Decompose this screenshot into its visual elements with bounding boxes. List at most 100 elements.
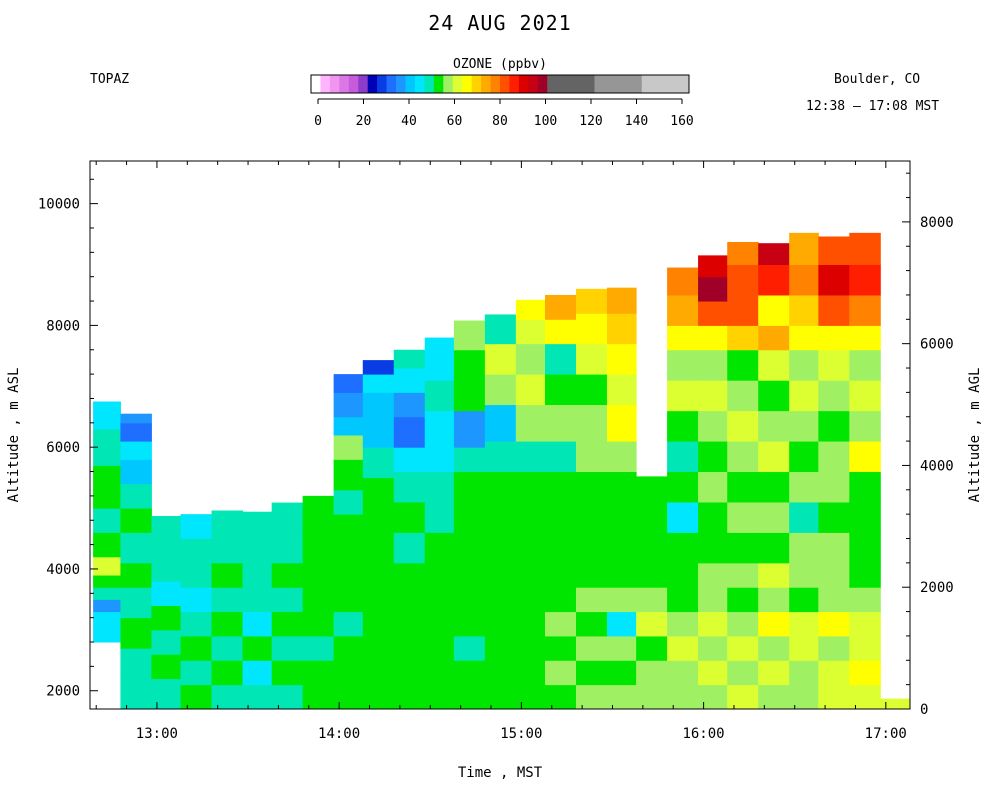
ozone-cell: [484, 684, 517, 710]
ozone-cell: [758, 562, 790, 588]
ozone-cell: [698, 532, 728, 564]
ozone-cell: [242, 562, 273, 588]
colorbar: [310, 74, 690, 94]
ozone-cell: [424, 501, 455, 533]
colorbar-bin: [339, 75, 350, 93]
colorbar-bin: [386, 75, 397, 93]
ozone-cell: [789, 501, 819, 533]
ozone-cell: [636, 501, 668, 533]
ozone-cell: [789, 410, 819, 442]
ozone-cell: [362, 508, 395, 540]
ozone-cell: [758, 660, 790, 686]
ozone-cell: [484, 532, 517, 564]
plot-frame: [89, 160, 911, 710]
x-tick-label: 17:00: [865, 726, 907, 742]
ozone-cell: [515, 611, 546, 637]
ozone-cell: [271, 635, 304, 661]
ozone-cell: [606, 562, 637, 588]
ozone-cell: [424, 410, 455, 442]
ozone-cell: [758, 380, 790, 412]
ozone-cell: [575, 501, 608, 533]
ozone-cell: [453, 320, 486, 351]
y-tick-label-right: 8000: [920, 215, 954, 231]
ozone-cell: [758, 471, 790, 503]
ozone-cell: [606, 471, 637, 503]
ozone-cell: [698, 660, 728, 686]
colorbar-bin: [329, 75, 340, 93]
ozone-cell: [151, 678, 182, 710]
y-axis-label-left: Altitude , m ASL: [6, 368, 22, 503]
ozone-cell: [636, 611, 668, 637]
ozone-cell: [545, 319, 577, 345]
ozone-cell: [120, 459, 152, 485]
ozone-cell: [333, 538, 364, 564]
ozone-cell: [818, 532, 850, 564]
ozone-cell: [271, 562, 304, 588]
ozone-cell: [849, 471, 881, 503]
ozone-cell: [211, 562, 244, 588]
ozone-cell: [727, 587, 759, 613]
ozone-cell: [818, 349, 850, 381]
ozone-cell: [424, 361, 455, 381]
colorbar-bin: [509, 75, 520, 93]
ozone-cell: [484, 343, 517, 375]
ozone-cell: [453, 471, 486, 503]
colorbar-tick-label: 60: [447, 114, 463, 129]
ozone-cell: [453, 447, 486, 473]
ozone-cell: [606, 587, 637, 613]
y-tick-label-right: 2000: [920, 580, 954, 596]
colorbar-bin: [414, 75, 425, 93]
ozone-cell: [727, 611, 759, 637]
y-tick-label-left: 8000: [46, 318, 80, 334]
ozone-cell: [789, 471, 819, 503]
ozone-cell: [789, 264, 819, 296]
ozone-cell: [484, 314, 517, 345]
colorbar-bin: [471, 75, 482, 93]
ozone-cell: [545, 635, 577, 661]
ozone-cell: [211, 532, 244, 564]
ozone-cell: [302, 587, 335, 613]
ozone-cell: [333, 514, 364, 540]
x-tick-label: 14:00: [318, 726, 360, 742]
ozone-cell: [758, 294, 790, 326]
colorbar-ticks: 0 20 40 60 80 100 120 140 160: [314, 98, 694, 129]
ozone-cell: [849, 264, 881, 296]
ozone-cell: [545, 562, 577, 588]
ozone-cell: [484, 635, 517, 661]
ozone-cell: [606, 441, 637, 473]
ozone-cell: [698, 380, 728, 412]
ozone-cell: [636, 562, 668, 588]
ozone-cell: [727, 501, 759, 533]
ozone-cell: [362, 392, 395, 418]
ozone-cell: [545, 294, 577, 320]
colorbar-bin: [500, 75, 510, 93]
colorbar-tick-label: 140: [625, 114, 648, 129]
ozone-cell: [545, 501, 577, 533]
ozone-cell: [849, 294, 881, 326]
ozone-cell: [120, 617, 152, 649]
ozone-cell: [849, 441, 881, 473]
ozone-cell: [453, 562, 486, 588]
ozone-cell: [575, 611, 608, 637]
ozone-cell: [362, 562, 395, 588]
ozone-cell: [606, 660, 637, 686]
ozone-cell: [727, 684, 759, 710]
ozone-cell: [515, 501, 546, 533]
ozone-cell: [515, 441, 546, 473]
ozone-cell: [789, 380, 819, 412]
ozone-cell: [575, 343, 608, 375]
ozone-cell: [818, 660, 850, 686]
colorbar-bin: [367, 75, 378, 93]
ozone-cell: [789, 294, 819, 326]
ozone-cell: [151, 556, 182, 582]
ozone-cell: [667, 380, 699, 412]
ozone-cell: [727, 241, 759, 266]
ozone-cell: [242, 538, 273, 564]
ozone-cell: [271, 611, 304, 637]
ozone-cell: [636, 587, 668, 613]
ozone-cell: [698, 684, 728, 710]
ozone-cell: [698, 325, 728, 351]
colorbar-bin: [528, 75, 539, 93]
ozone-cell: [698, 349, 728, 381]
x-axis-label: Time , MST: [458, 765, 543, 781]
